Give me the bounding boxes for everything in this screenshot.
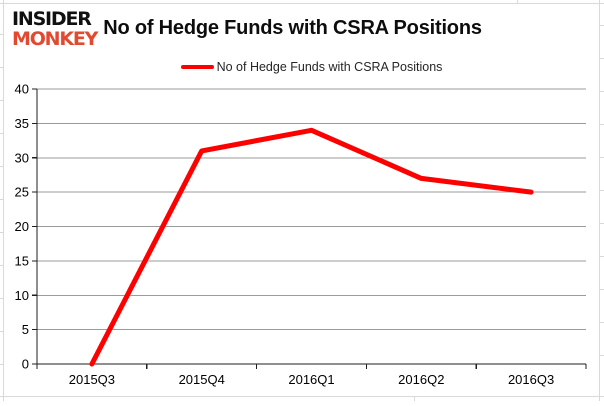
logo-word-monkey: MONKEY [12,28,98,50]
x-axis-tick-label: 2015Q4 [179,372,225,387]
y-axis-tick-label: 10 [15,288,29,303]
sheet-cell-tick [600,58,604,59]
logo-word-insider: INSIDER [12,8,92,30]
sheet-cell-tick [600,91,604,92]
x-axis-tick-label: 2016Q3 [508,372,554,387]
chart-header: INSIDER MONKEY No of Hedge Funds with CS… [12,9,482,49]
sheet-cell-tick [600,289,604,290]
y-axis-tick-label: 40 [15,82,29,97]
legend-line-swatch [180,64,214,70]
sheet-gridline-bottom [0,396,604,397]
sheet-cell-tick [0,67,3,68]
y-axis-tick-label: 15 [15,253,29,268]
insider-monkey-logo: INSIDER MONKEY [12,8,98,50]
sheet-cell-tick [600,124,604,125]
sheet-cell-tick [0,34,3,35]
sheet-cell-tick [600,25,604,26]
sheet-cell-tick [0,331,3,332]
y-axis-tick-label: 5 [22,322,29,337]
sheet-cell-tick [0,265,3,266]
sheet-cell-tick [0,232,3,233]
sheet-cell-tick [600,355,604,356]
y-axis-tick-label: 30 [15,150,29,165]
sheet-gridline-right [599,0,600,401]
sheet-cell-tick [0,100,3,101]
y-axis-tick-label: 35 [15,116,29,131]
sheet-cell-tick [600,223,604,224]
chart-title: No of Hedge Funds with CSRA Positions [103,17,482,39]
sheet-cell-tick [517,0,518,3]
y-axis-tick-label: 25 [15,185,29,200]
x-axis-tick-label: 2016Q1 [288,372,334,387]
sheet-cell-tick [0,133,3,134]
sheet-cell-tick [0,298,3,299]
sheet-cell-tick [600,322,604,323]
sheet-cell-tick [600,190,604,191]
sheet-cell-tick [600,256,604,257]
series-line [89,127,534,367]
sheet-cell-tick [600,157,604,158]
y-axis-tick-label: 0 [22,357,29,372]
sheet-cell-tick [414,397,415,401]
sheet-cell-tick [0,166,3,167]
x-axis-tick-label: 2016Q2 [398,372,444,387]
sheet-cell-tick [0,199,3,200]
legend-label: No of Hedge Funds with CSRA Positions [216,60,443,74]
y-axis-tick-label: 20 [15,219,29,234]
sheet-gridline-left [3,0,4,401]
legend: No of Hedge Funds with CSRA Positions [37,59,586,75]
sheet-gridline-top [0,3,604,4]
x-axis-tick-label: 2015Q3 [69,372,115,387]
sheet-cell-tick [0,364,3,365]
